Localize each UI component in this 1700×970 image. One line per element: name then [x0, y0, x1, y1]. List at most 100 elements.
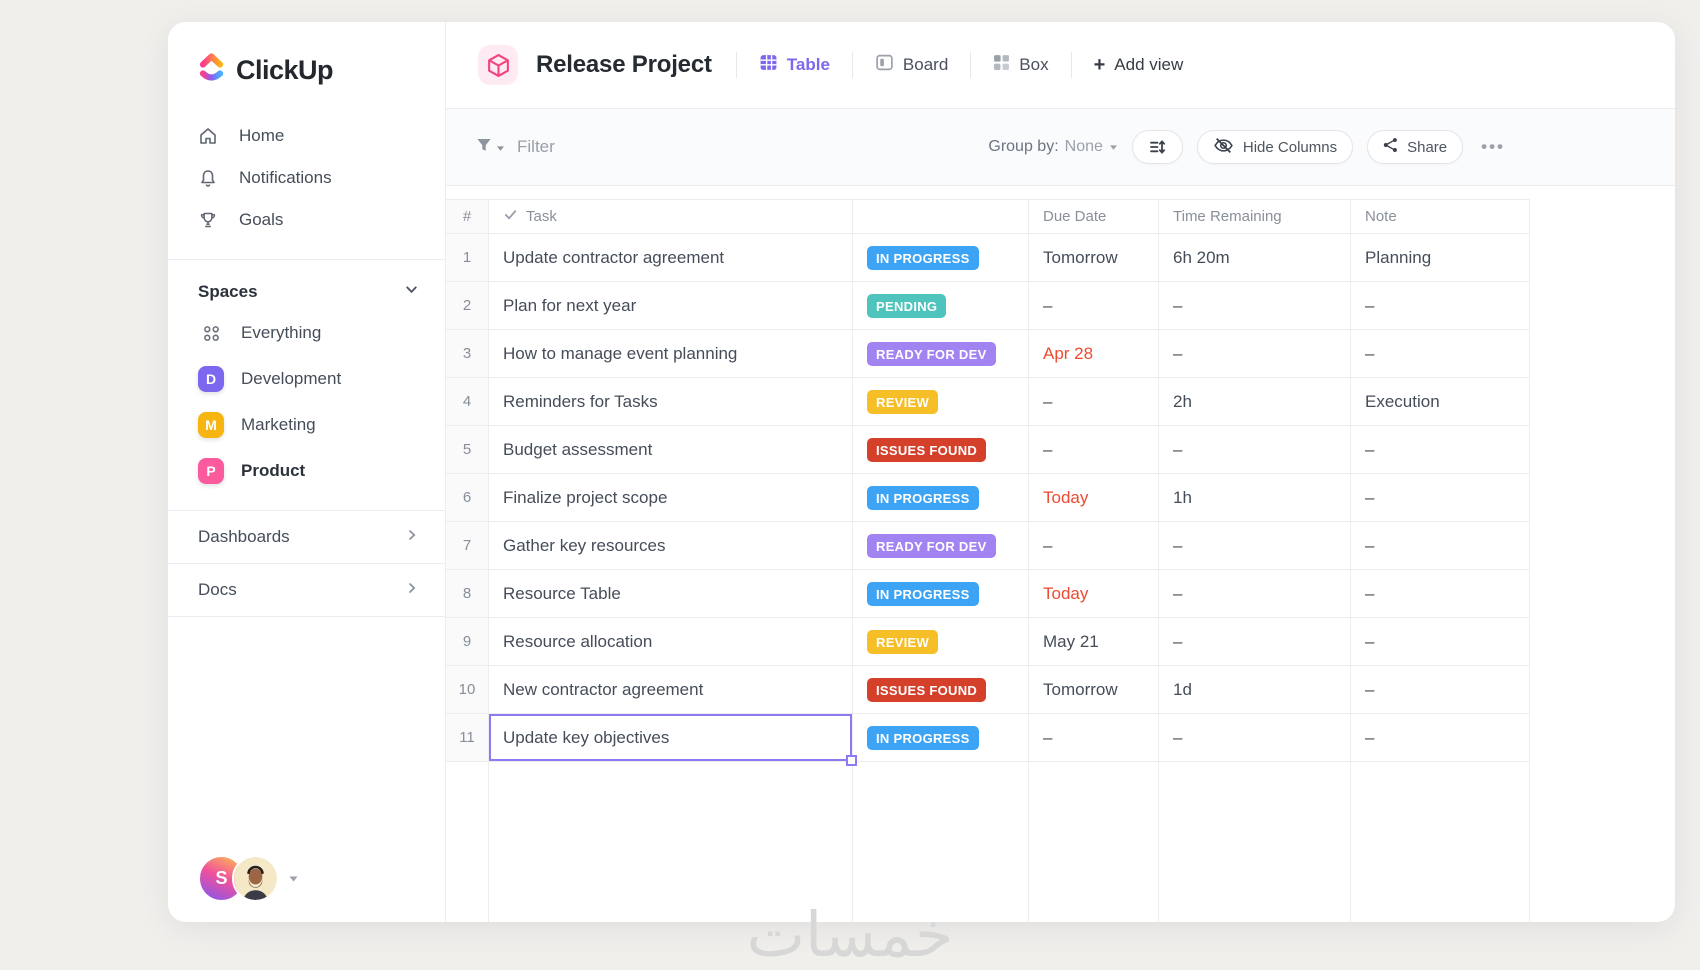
time-remaining-cell[interactable]: 2h	[1159, 378, 1351, 426]
column-header-time-remaining[interactable]: Time Remaining	[1159, 199, 1351, 234]
clickup-logo[interactable]: ClickUp	[168, 22, 445, 89]
time-remaining-cell[interactable]: –	[1159, 426, 1351, 474]
row-number-cell: 7	[446, 522, 489, 570]
due-date-cell[interactable]: Today	[1029, 570, 1159, 618]
time-remaining-cell[interactable]: –	[1159, 522, 1351, 570]
due-date-cell[interactable]: May 21	[1029, 618, 1159, 666]
status-badge[interactable]: IN PROGRESS	[867, 485, 979, 510]
task-cell[interactable]: Reminders for Tasks	[489, 378, 853, 426]
time-remaining-cell[interactable]: –	[1159, 570, 1351, 618]
status-cell[interactable]: IN PROGRESS	[853, 570, 1029, 618]
row-filler	[1530, 522, 1675, 570]
sidebar-item-home[interactable]: Home	[168, 115, 445, 157]
filter-button[interactable]: Filter	[476, 137, 555, 158]
status-badge[interactable]: READY FOR DEV	[867, 341, 996, 366]
due-date-cell[interactable]: Tomorrow	[1029, 666, 1159, 714]
due-date-cell[interactable]: –	[1029, 522, 1159, 570]
sort-button[interactable]	[1131, 130, 1183, 164]
task-cell[interactable]: Gather key resources	[489, 522, 853, 570]
note-cell[interactable]: –	[1351, 714, 1530, 762]
task-cell[interactable]: Update contractor agreement	[489, 234, 853, 282]
status-badge[interactable]: IN PROGRESS	[867, 245, 979, 270]
due-date-cell[interactable]: Today	[1029, 474, 1159, 522]
more-options-button[interactable]: •••	[1481, 137, 1505, 156]
time-remaining-cell[interactable]: 1h	[1159, 474, 1351, 522]
group-by-label: Group by:	[988, 138, 1059, 155]
selection-handle[interactable]	[846, 755, 857, 766]
due-date-cell[interactable]: Tomorrow	[1029, 234, 1159, 282]
time-remaining-cell[interactable]: –	[1159, 618, 1351, 666]
time-remaining-cell[interactable]: –	[1159, 282, 1351, 330]
tab-board[interactable]: Board	[855, 53, 968, 77]
sidebar-item-everything[interactable]: Everything	[168, 310, 445, 356]
due-date-cell[interactable]: Apr 28	[1029, 330, 1159, 378]
status-cell[interactable]: PENDING	[853, 282, 1029, 330]
due-date-cell[interactable]: –	[1029, 426, 1159, 474]
tab-table[interactable]: Table	[739, 53, 850, 77]
status-cell[interactable]: IN PROGRESS	[853, 714, 1029, 762]
column-header-number[interactable]: #	[446, 199, 489, 234]
sidebar-item-marketing[interactable]: M Marketing	[168, 402, 445, 448]
status-badge[interactable]: IN PROGRESS	[867, 581, 979, 606]
status-cell[interactable]: IN PROGRESS	[853, 474, 1029, 522]
status-badge[interactable]: PENDING	[867, 293, 947, 318]
time-remaining-cell[interactable]: –	[1159, 714, 1351, 762]
status-cell[interactable]: IN PROGRESS	[853, 234, 1029, 282]
task-cell[interactable]: Resource allocation	[489, 618, 853, 666]
sidebar-item-goals[interactable]: Goals	[168, 199, 445, 241]
sidebar-item-development[interactable]: D Development	[168, 356, 445, 402]
main-area: Release Project Table Board Box + Add view	[446, 22, 1675, 922]
status-badge[interactable]: ISSUES FOUND	[867, 677, 987, 702]
column-header-due-date[interactable]: Due Date	[1029, 199, 1159, 234]
due-date-cell[interactable]: –	[1029, 282, 1159, 330]
task-cell[interactable]: How to manage event planning	[489, 330, 853, 378]
spaces-header[interactable]: Spaces	[168, 260, 445, 310]
status-badge[interactable]: READY FOR DEV	[867, 533, 996, 558]
group-by-dropdown[interactable]: Group by: None	[988, 138, 1118, 156]
time-remaining-cell[interactable]: –	[1159, 330, 1351, 378]
note-cell[interactable]: –	[1351, 618, 1530, 666]
status-cell[interactable]: REVIEW	[853, 378, 1029, 426]
task-cell[interactable]: New contractor agreement	[489, 666, 853, 714]
note-cell[interactable]: Planning	[1351, 234, 1530, 282]
column-header-note[interactable]: Note	[1351, 199, 1530, 234]
note-cell[interactable]: –	[1351, 666, 1530, 714]
status-cell[interactable]: READY FOR DEV	[853, 522, 1029, 570]
status-cell[interactable]: REVIEW	[853, 618, 1029, 666]
column-header-task[interactable]: Task	[489, 199, 853, 234]
status-badge[interactable]: IN PROGRESS	[867, 725, 979, 750]
due-date-cell[interactable]: –	[1029, 378, 1159, 426]
status-badge[interactable]: REVIEW	[867, 629, 939, 654]
task-cell[interactable]: Update key objectives	[489, 714, 857, 766]
status-badge[interactable]: REVIEW	[867, 389, 939, 414]
note-cell[interactable]: –	[1351, 522, 1530, 570]
status-cell[interactable]: ISSUES FOUND	[853, 666, 1029, 714]
note-cell[interactable]: –	[1351, 426, 1530, 474]
sidebar-item-product[interactable]: P Product	[168, 448, 445, 494]
sidebar-item-dashboards[interactable]: Dashboards	[168, 510, 445, 563]
task-cell[interactable]: Budget assessment	[489, 426, 853, 474]
hide-columns-button[interactable]: Hide Columns	[1196, 130, 1354, 164]
note-cell[interactable]: –	[1351, 570, 1530, 618]
sidebar-item-notifications[interactable]: Notifications	[168, 157, 445, 199]
task-cell[interactable]: Resource Table	[489, 570, 853, 618]
sidebar-item-docs[interactable]: Docs	[168, 563, 445, 616]
note-cell[interactable]: –	[1351, 330, 1530, 378]
time-remaining-cell[interactable]: 6h 20m	[1159, 234, 1351, 282]
task-title: Reminders for Tasks	[503, 391, 658, 411]
note-cell[interactable]: –	[1351, 474, 1530, 522]
due-date-cell[interactable]: –	[1029, 714, 1159, 762]
time-remaining-cell[interactable]: 1d	[1159, 666, 1351, 714]
status-cell[interactable]: ISSUES FOUND	[853, 426, 1029, 474]
user-menu[interactable]: S	[198, 855, 299, 902]
tab-box[interactable]: Box	[973, 54, 1068, 76]
status-cell[interactable]: READY FOR DEV	[853, 330, 1029, 378]
task-cell[interactable]: Finalize project scope	[489, 474, 853, 522]
add-view-button[interactable]: + Add view	[1074, 55, 1204, 75]
note-cell[interactable]: –	[1351, 282, 1530, 330]
column-header-status[interactable]	[853, 199, 1029, 234]
share-button[interactable]: Share	[1367, 130, 1464, 164]
note-cell[interactable]: Execution	[1351, 378, 1530, 426]
task-cell[interactable]: Plan for next year	[489, 282, 853, 330]
status-badge[interactable]: ISSUES FOUND	[867, 437, 987, 462]
